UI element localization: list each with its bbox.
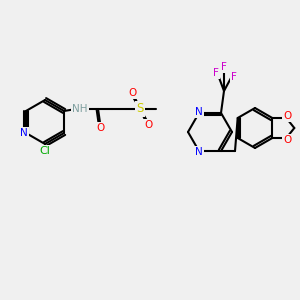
Text: O: O bbox=[96, 123, 104, 133]
Text: O: O bbox=[283, 135, 291, 145]
Text: O: O bbox=[128, 88, 136, 98]
Text: F: F bbox=[231, 72, 237, 82]
Text: N: N bbox=[195, 107, 203, 117]
Text: N: N bbox=[20, 128, 28, 138]
Text: F: F bbox=[213, 68, 219, 78]
Text: N: N bbox=[195, 147, 203, 157]
Text: F: F bbox=[221, 62, 227, 72]
Text: Cl: Cl bbox=[40, 146, 50, 156]
Text: NH: NH bbox=[72, 104, 88, 114]
Text: S: S bbox=[136, 103, 144, 116]
Text: O: O bbox=[283, 111, 291, 121]
Text: O: O bbox=[144, 120, 152, 130]
